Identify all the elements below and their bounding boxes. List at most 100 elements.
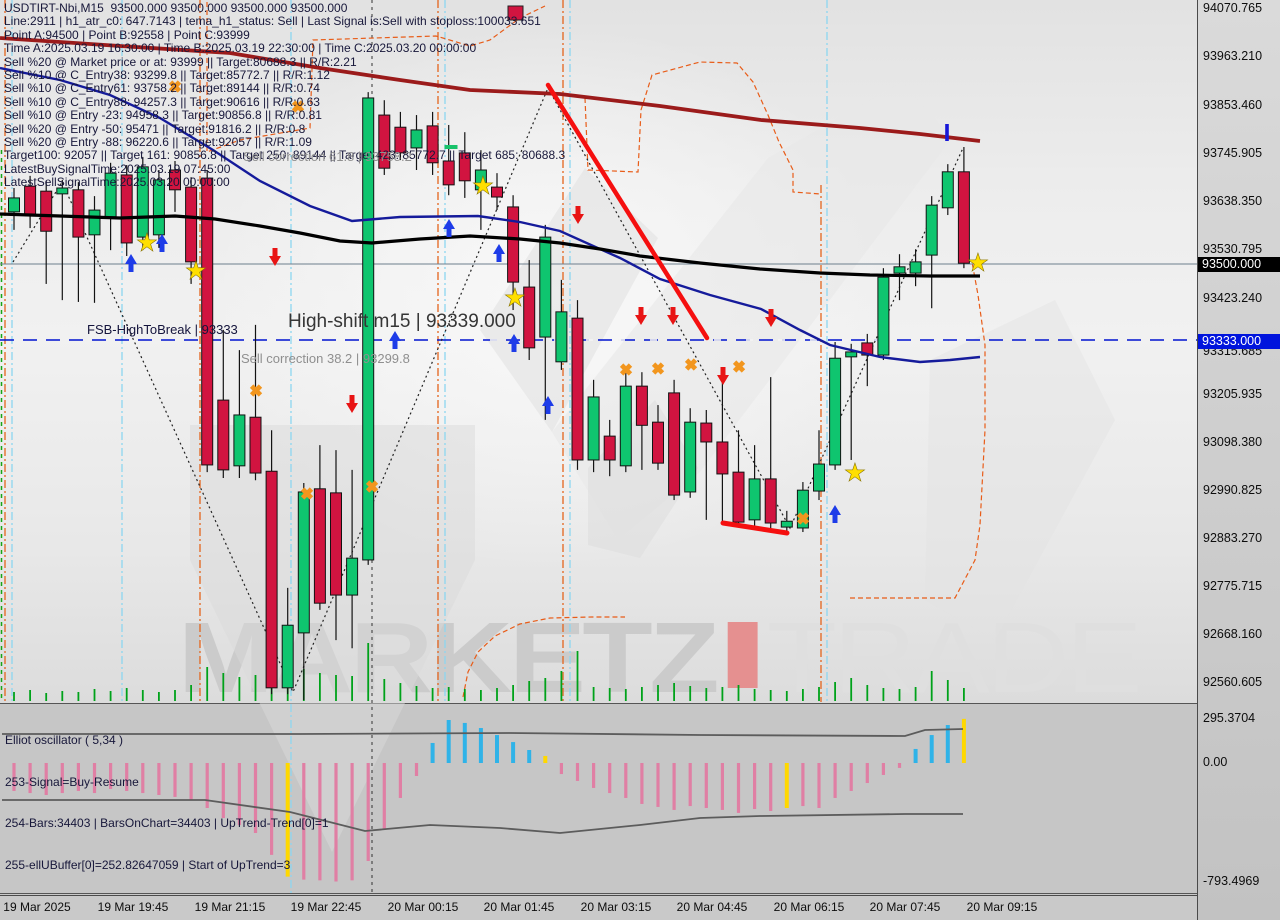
info-line: Sell %10 @ Entry -23: 94958.3 || Target:… bbox=[4, 108, 322, 123]
cross-signal-icon: ✖ bbox=[250, 383, 263, 400]
time-axis[interactable] bbox=[0, 895, 1197, 920]
time-axis-label: 20 Mar 09:15 bbox=[966, 900, 1038, 914]
annotation-sell-correction-382: Sell correction 38.2 | 93299.8 bbox=[241, 351, 410, 366]
candle-bear bbox=[72, 189, 85, 238]
candle-bear bbox=[394, 126, 407, 154]
oscillator-line-signal: 253-Signal=Buy-Resume bbox=[5, 774, 139, 789]
info-line: LatestSellSignalTime:2025.03.20 00:00:00 bbox=[4, 175, 230, 190]
orange-dashed-path bbox=[462, 616, 625, 698]
info-line: Time A:2025.03.19 16:30:00 | Time B:2025… bbox=[4, 41, 477, 56]
candle-bear bbox=[523, 286, 536, 349]
candle-bear bbox=[700, 422, 713, 443]
candle-bull bbox=[941, 171, 954, 209]
blue-tick-marker bbox=[945, 124, 949, 141]
candle-bull bbox=[619, 385, 632, 467]
buy-arrow-icon bbox=[508, 334, 520, 352]
info-line: Sell %20 @ Entry -50: 95471 || Target:91… bbox=[4, 121, 306, 136]
red-trendline bbox=[545, 82, 710, 341]
time-axis-label: 19 Mar 21:15 bbox=[194, 900, 266, 914]
sell-arrow-icon bbox=[269, 248, 281, 266]
price-axis-label: 93745.905 bbox=[1203, 146, 1263, 160]
level-price-tag: 93333.000 bbox=[1198, 333, 1280, 349]
buy-arrow-icon bbox=[493, 244, 505, 262]
expert-info-panel: USDTIRT-Nbi,M15 93500.000 93500.000 9350… bbox=[4, 1, 566, 190]
buy-arrow-icon bbox=[443, 219, 455, 237]
time-axis-label: 20 Mar 01:45 bbox=[483, 900, 555, 914]
candle-bull bbox=[893, 266, 906, 274]
candle-bull bbox=[281, 624, 294, 689]
oscillator-line-bars: 254-Bars:34403 | BarsOnChart=34403 | UpT… bbox=[5, 816, 329, 831]
oscillator-line-buffer: 255-ellUBuffer[0]=252.82647059 | Start o… bbox=[5, 857, 291, 872]
cross-signal-icon: ✖ bbox=[169, 79, 182, 96]
cross-signal-icon: ✖ bbox=[366, 479, 379, 496]
buy-arrow-icon bbox=[389, 331, 401, 349]
annotation-high-shift: High-shift m15 | 93339.000 bbox=[288, 311, 516, 332]
star-signal-icon: ★ bbox=[185, 257, 207, 285]
info-line: Target100: 92057 || Target 161: 90856.8 … bbox=[4, 148, 566, 163]
info-line: Sell %10 @ C_Entry38: 93299.8 || Target:… bbox=[4, 67, 330, 82]
price-axis-label: 93963.210 bbox=[1203, 49, 1263, 63]
ma-line-black bbox=[0, 212, 980, 278]
red-box-marker bbox=[507, 5, 524, 21]
oscillator-axis-label: 295.3704 bbox=[1203, 711, 1256, 725]
candle-bear bbox=[491, 186, 503, 198]
oscillator-axis-label: 0.00 bbox=[1203, 755, 1228, 769]
info-line: USDTIRT-Nbi,M15 93500.000 93500.000 9350… bbox=[4, 1, 348, 15]
price-axis-label: 93638.350 bbox=[1203, 194, 1263, 208]
price-axis-label: 92668.160 bbox=[1203, 627, 1263, 641]
price-axis-label: 94070.765 bbox=[1203, 1, 1263, 15]
price-axis-label: 93853.460 bbox=[1203, 98, 1263, 112]
candle-bear bbox=[957, 171, 970, 264]
price-axis-label: 93098.380 bbox=[1203, 435, 1263, 449]
candle-bull bbox=[587, 396, 600, 461]
candle-bear bbox=[330, 492, 342, 596]
candle-bear bbox=[442, 160, 455, 186]
time-axis-label: 19 Mar 19:45 bbox=[97, 900, 169, 914]
chart-plot-area[interactable] bbox=[0, 0, 1197, 894]
candle-bull bbox=[796, 489, 809, 529]
star-signal-icon: ★ bbox=[472, 172, 494, 200]
info-line: Sell %20 @ Market price or at: 93999 || … bbox=[4, 54, 357, 69]
last-price-tag: 93500.000 bbox=[1198, 256, 1280, 272]
candle-bear bbox=[120, 174, 133, 244]
cross-signal-icon: ✖ bbox=[733, 359, 746, 376]
candle-bull bbox=[684, 421, 697, 493]
candle-bull bbox=[877, 276, 890, 356]
candle-bull bbox=[410, 129, 423, 149]
annotation-fsb-high-to-break: FSB-HighToBreak | 93333 bbox=[87, 322, 238, 337]
candle-bull bbox=[474, 169, 487, 191]
cross-signal-icon: ✖ bbox=[620, 362, 633, 379]
time-axis-label: 19 Mar 2025 bbox=[3, 900, 71, 914]
candle-bull bbox=[8, 197, 20, 213]
oscillator-envelope-upper bbox=[2, 728, 964, 737]
candle-bear bbox=[169, 169, 181, 191]
watermark-logo-shape bbox=[925, 300, 1115, 640]
sell-arrow-icon bbox=[346, 395, 358, 413]
time-axis-label: 20 Mar 07:45 bbox=[869, 900, 941, 914]
candle-bear bbox=[313, 488, 326, 604]
time-axis-label: 20 Mar 00:15 bbox=[387, 900, 459, 914]
buy-arrow-icon bbox=[829, 505, 841, 523]
green-tick-marker bbox=[444, 145, 458, 149]
watermark-brand-right: TRADE bbox=[766, 602, 1143, 714]
info-line: LatestBuySignalTime:2025.03.19 07:45:00 bbox=[4, 161, 231, 176]
watermark-logo-shape bbox=[190, 425, 475, 852]
candle-bear bbox=[603, 435, 616, 461]
candle-bear bbox=[426, 125, 439, 164]
cross-signal-icon: ✖ bbox=[685, 357, 698, 374]
oscillator-info: Elliot oscillator ( 5,34 ) 253-Signal=Bu… bbox=[5, 706, 329, 901]
annotation-sell-correction-618: Sell correction 61.8 | 93758.2 bbox=[243, 149, 412, 164]
price-axis-label: 92775.715 bbox=[1203, 579, 1263, 593]
cross-signal-icon: ✖ bbox=[292, 99, 305, 116]
sell-arrow-icon bbox=[765, 309, 777, 327]
star-signal-icon: ★ bbox=[844, 459, 866, 487]
candle-bull bbox=[152, 179, 165, 236]
candle-bull bbox=[780, 520, 793, 528]
time-axis-label: 20 Mar 03:15 bbox=[580, 900, 652, 914]
price-axis[interactable] bbox=[1197, 0, 1280, 920]
cross-signal-icon: ✖ bbox=[301, 486, 314, 503]
candle-bull bbox=[56, 187, 69, 195]
buy-arrow-icon bbox=[542, 396, 554, 414]
ma-line-navy bbox=[0, 66, 981, 364]
